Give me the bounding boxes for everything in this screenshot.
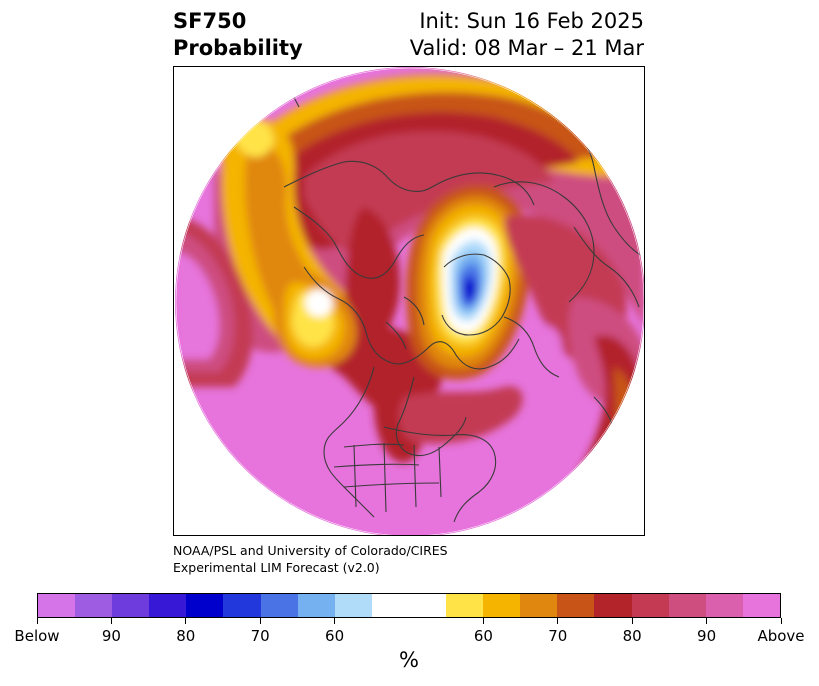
colorbar-tick-label: Above xyxy=(757,627,805,645)
colorbar-swatch xyxy=(483,594,521,617)
colorbar-tick-label: 90 xyxy=(697,627,717,645)
colorbar-tick xyxy=(110,618,112,624)
colorbar-tick-label: 70 xyxy=(548,627,568,645)
colorbar-swatch xyxy=(149,594,187,617)
colorbar-tick-label: Below xyxy=(14,627,60,645)
colorbar-swatch xyxy=(520,594,558,617)
colorbar-swatch xyxy=(297,594,335,617)
colorbar-tick-label: 90 xyxy=(101,627,121,645)
colorbar-tick-label: 70 xyxy=(250,627,270,645)
colorbar xyxy=(37,593,781,618)
attribution-line-1: NOAA/PSL and University of Colorado/CIRE… xyxy=(173,543,448,558)
colorbar-swatch xyxy=(186,594,224,617)
colorbar-tick xyxy=(631,618,633,624)
colorbar-tick xyxy=(36,618,38,624)
chart-title-right: Init: Sun 16 Feb 2025 Valid: 08 Mar – 21… xyxy=(410,8,644,62)
colorbar-tick xyxy=(557,618,559,624)
variable-name: SF750 xyxy=(173,9,247,33)
probability-map xyxy=(175,67,644,535)
colorbar-swatch xyxy=(594,594,632,617)
colorbar-tick-label: 80 xyxy=(176,627,196,645)
colorbar-swatch xyxy=(38,594,76,617)
chart-title-left: SF750 Probability xyxy=(173,8,303,62)
colorbar-swatch xyxy=(260,594,298,617)
colorbar-swatch xyxy=(446,594,484,617)
colorbar-tick xyxy=(482,618,484,624)
init-date: Init: Sun 16 Feb 2025 xyxy=(419,9,644,33)
colorbar-tick xyxy=(259,618,261,624)
probability-field xyxy=(175,67,644,535)
colorbar-tick xyxy=(334,618,336,624)
colorbar-swatch xyxy=(334,594,372,617)
colorbar-tick-label: 60 xyxy=(473,627,493,645)
colorbar-swatch xyxy=(557,594,595,617)
colorbar-swatch xyxy=(631,594,669,617)
colorbar-tick xyxy=(780,618,782,624)
colorbar-unit: % xyxy=(399,648,419,672)
colorbar-swatch xyxy=(742,594,780,617)
attribution-line-2: Experimental LIM Forecast (v2.0) xyxy=(173,560,380,575)
colorbar-swatch xyxy=(75,594,113,617)
valid-range: Valid: 08 Mar – 21 Mar xyxy=(409,36,644,60)
colorbar-swatch xyxy=(408,594,447,617)
attribution: NOAA/PSL and University of Colorado/CIRE… xyxy=(173,542,448,576)
colorbar-swatch xyxy=(705,594,743,617)
map-panel xyxy=(173,66,645,536)
product-name: Probability xyxy=(173,36,303,60)
colorbar-swatch xyxy=(371,594,409,617)
colorbar-swatch xyxy=(112,594,150,617)
colorbar-tick xyxy=(706,618,708,624)
colorbar-tick-label: 60 xyxy=(325,627,345,645)
colorbar-tick xyxy=(185,618,187,624)
colorbar-tick-label: 80 xyxy=(622,627,642,645)
colorbar-swatch xyxy=(223,594,261,617)
colorbar-swatch xyxy=(668,594,706,617)
